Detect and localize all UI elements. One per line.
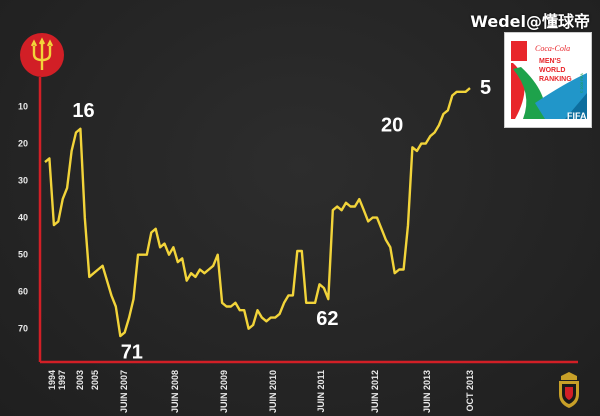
y-tick-label: 70 [18, 324, 28, 334]
belgium-crest-icon [559, 372, 579, 408]
annotation-label: 62 [316, 308, 338, 330]
x-tick-label: JUIN 2009 [219, 370, 229, 413]
y-tick-label: 60 [18, 287, 28, 297]
fifa-ranking-logo: Coca-Cola MEN'S WORLD RANKING FIFA © 200… [504, 32, 592, 128]
x-tick-label: 1997 [57, 370, 67, 390]
series-line [44, 87, 471, 338]
x-tick-label: 2005 [90, 370, 100, 390]
x-tick-label: OCT 2013 [465, 370, 475, 412]
x-tick-label: JUIN 2013 [422, 370, 432, 413]
annotation-labels: 16 71 62 20 5 [72, 77, 491, 363]
x-tick-label: JUIN 2012 [370, 370, 380, 413]
logo-footer: FIFA [567, 111, 587, 121]
logo-line-1: MEN'S [539, 58, 561, 65]
y-tick-label: 10 [18, 102, 28, 112]
annotation-label: 5 [480, 77, 491, 99]
logo-fine-print: © 2006 FIFA [580, 73, 584, 93]
x-tick-labels: 1994 1997 2003 2005 JUIN 2007 JUIN 2008 JUIN 2… [47, 370, 475, 413]
trident-icon [20, 33, 64, 77]
y-tick-labels: 10 20 30 40 50 60 70 [18, 102, 28, 334]
annotation-label: 16 [72, 100, 94, 122]
annotation-label: 71 [121, 341, 143, 363]
logo-brand: Coca-Cola [535, 44, 570, 53]
annotation-label: 20 [381, 115, 403, 137]
logo-line-2: WORLD [539, 67, 565, 74]
x-tick-label: JUIN 2008 [170, 370, 180, 413]
logo-line-3: RANKING [539, 76, 572, 83]
x-tick-label: 2003 [75, 370, 85, 390]
watermark-text: Wedel@懂球帝 [470, 12, 590, 31]
y-tick-label: 30 [18, 176, 28, 186]
x-tick-label: 1994 [47, 370, 57, 390]
y-tick-label: 50 [18, 250, 28, 260]
x-tick-label: JUIN 2007 [119, 370, 129, 413]
x-tick-label: JUIN 2010 [268, 370, 278, 413]
y-tick-label: 20 [18, 139, 28, 149]
x-tick-label: JUIN 2011 [316, 370, 326, 413]
y-tick-label: 40 [18, 213, 28, 223]
